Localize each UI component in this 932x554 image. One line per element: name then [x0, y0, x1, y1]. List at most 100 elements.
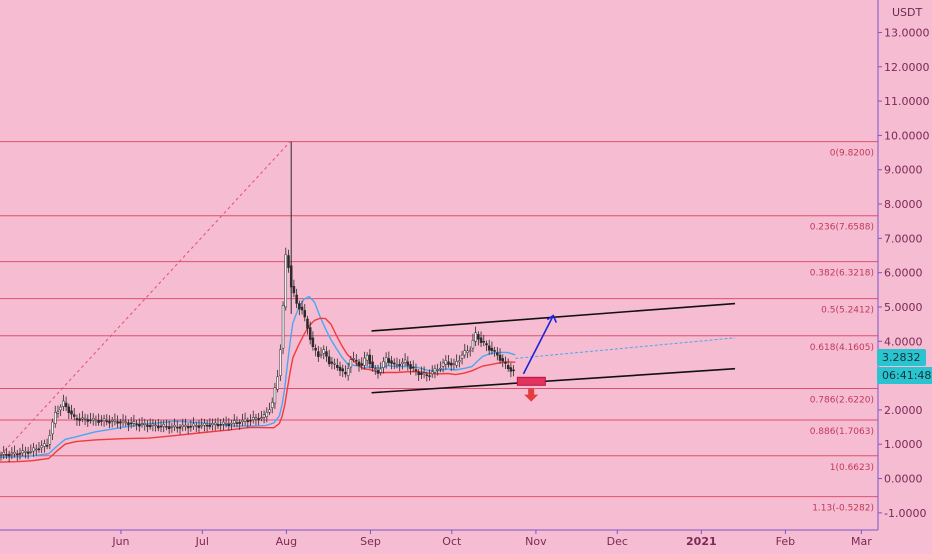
candle-body — [186, 426, 190, 429]
candle-body — [121, 420, 125, 423]
price-axis-label: 11.0000 — [884, 95, 930, 108]
candle-body — [232, 420, 236, 424]
candle-body — [32, 447, 35, 452]
candle-body — [53, 411, 57, 424]
candle-body — [349, 359, 353, 368]
candle-body — [439, 367, 442, 370]
candle-body — [360, 363, 363, 366]
candle-body — [83, 417, 87, 420]
candle-body — [230, 422, 233, 425]
candle-body — [48, 435, 52, 445]
candle-body — [219, 424, 222, 426]
candle-body — [189, 425, 193, 428]
candle-body — [110, 420, 114, 422]
candle-body — [325, 351, 328, 357]
candle-body — [257, 418, 260, 421]
candle-body — [498, 354, 502, 361]
candle-body — [270, 402, 274, 408]
candle-body — [102, 418, 106, 421]
candle-body — [338, 366, 342, 371]
candle-body — [303, 310, 307, 318]
candle-body — [333, 363, 336, 365]
candle-body — [40, 445, 43, 448]
candle-body — [64, 402, 68, 408]
candle-body — [127, 422, 130, 426]
candle-body — [241, 419, 244, 422]
candle-body — [433, 368, 437, 373]
candle-body — [119, 421, 122, 424]
candle-body — [379, 368, 382, 373]
fib-level-label: 0.382(6.3218) — [810, 269, 874, 279]
candle-body — [238, 421, 241, 424]
candle-body — [89, 419, 92, 422]
fib-level-label: 0.618(4.1605) — [810, 343, 874, 353]
candle-body — [100, 420, 103, 422]
candle-body — [493, 350, 496, 352]
candle-body — [409, 364, 412, 369]
price-axis-label: 9.0000 — [884, 164, 923, 177]
candle-body — [254, 417, 258, 420]
candle-body — [59, 406, 62, 411]
candle-body — [81, 417, 84, 420]
candle-body — [287, 255, 290, 268]
candle-body — [300, 306, 304, 311]
time-axis-label: Oct — [442, 535, 462, 548]
candle-body — [105, 420, 109, 423]
price-axis-label: 5.0000 — [884, 301, 923, 314]
candle-body — [509, 367, 513, 372]
candle-body — [436, 369, 439, 371]
candle-body — [317, 351, 320, 357]
candle-body — [203, 422, 206, 426]
time-axis-label: Jul — [195, 535, 209, 548]
candle-body — [447, 361, 450, 365]
candle-body — [62, 400, 65, 407]
candle-body — [140, 423, 144, 426]
candle-body — [336, 365, 339, 368]
fib-level-label: 0.886(1.7063) — [810, 427, 874, 437]
candle-body — [162, 424, 165, 427]
candle-body — [243, 418, 247, 422]
candle-body — [181, 424, 184, 427]
candle-body — [7, 453, 11, 457]
candle-body — [222, 421, 225, 425]
candle-body — [512, 369, 515, 372]
candle-body — [306, 318, 309, 329]
candle-body — [463, 350, 467, 356]
candle-countdown-tag: 06:41:48 — [877, 367, 932, 384]
ema-fast-line — [0, 295, 516, 458]
candle-body — [401, 361, 404, 364]
candle-body — [298, 303, 301, 310]
candle-body — [393, 362, 396, 365]
candle-body — [138, 423, 141, 427]
candle-body — [21, 450, 24, 454]
time-axis-label: Aug — [276, 535, 297, 548]
candle-body — [460, 354, 464, 359]
time-axis-label: Mar — [851, 535, 872, 548]
up-arrow-head — [546, 314, 558, 323]
candle-body — [477, 334, 480, 340]
candle-body — [216, 424, 220, 427]
candle-body — [355, 359, 358, 362]
candle-body — [322, 349, 325, 354]
candle-body — [455, 361, 458, 366]
candle-body — [262, 414, 266, 418]
candle-body — [487, 345, 491, 351]
support-box — [516, 376, 546, 386]
candle-body — [490, 347, 494, 352]
candle-body — [449, 362, 453, 366]
down-arrow — [524, 388, 539, 402]
candle-body — [281, 305, 285, 349]
candle-body — [151, 423, 155, 426]
candle-body — [425, 374, 429, 376]
candle-body — [292, 286, 296, 294]
fib-level-label: 1(0.6623) — [830, 463, 874, 473]
candle-body — [116, 421, 119, 424]
candle-body — [365, 355, 369, 361]
time-axis-label: Nov — [525, 535, 547, 548]
time-axis-label: Jun — [111, 535, 129, 548]
candle-body — [205, 424, 209, 427]
candle-body — [235, 422, 239, 424]
candle-body — [330, 361, 334, 364]
